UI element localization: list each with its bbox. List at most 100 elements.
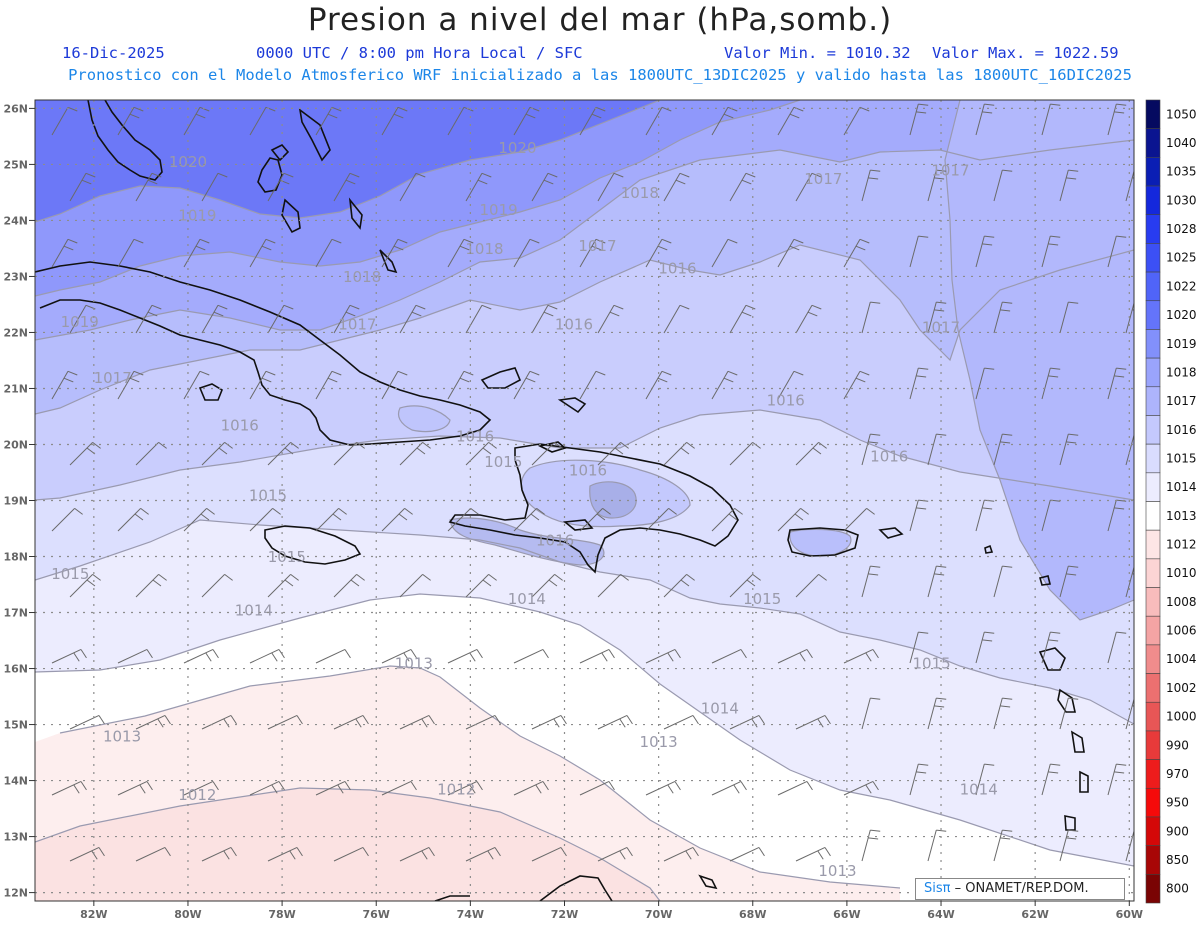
wind-barb-feather bbox=[205, 652, 212, 662]
wind-barb-feather bbox=[740, 649, 747, 659]
wind-barb-feather bbox=[362, 847, 369, 857]
wind-barb bbox=[663, 173, 681, 202]
lat-label: 13N bbox=[3, 831, 28, 844]
wind-barb-feather bbox=[212, 649, 219, 659]
wind-barb bbox=[447, 508, 471, 532]
wind-barb-feather bbox=[692, 715, 699, 725]
wind-barb-feather bbox=[477, 179, 488, 185]
wind-barb-feather bbox=[67, 238, 78, 244]
wind-barb-feather bbox=[811, 304, 822, 310]
wind-barb-feather bbox=[147, 179, 158, 185]
colorbar-label: 800 bbox=[1166, 882, 1189, 896]
wind-barb-feather bbox=[982, 243, 993, 246]
wind-barb bbox=[597, 847, 628, 862]
wind-barb bbox=[513, 107, 531, 136]
wind-barb bbox=[663, 715, 694, 730]
wind-barb-feather bbox=[723, 113, 734, 119]
wind-barb bbox=[399, 442, 423, 466]
isobar-label: 1015 bbox=[51, 565, 89, 583]
st-lucia bbox=[1070, 730, 1085, 753]
wind-barb-feather bbox=[1002, 433, 1013, 436]
wind-barb bbox=[909, 763, 919, 796]
map-title: Presion a nivel del mar (hPa,somb.) bbox=[307, 2, 893, 38]
tortuga-island bbox=[537, 441, 567, 453]
wind-barb-feather bbox=[745, 172, 756, 178]
wind-barb-feather bbox=[481, 172, 492, 178]
wind-barb-feather bbox=[349, 304, 360, 310]
wind-barb-feather bbox=[1068, 829, 1079, 832]
wind-barb-feather bbox=[553, 718, 560, 728]
colorbar-swatch bbox=[1145, 243, 1161, 273]
wind-barb bbox=[381, 107, 399, 136]
lat-label: 12N bbox=[3, 887, 28, 900]
wind-barb-feather bbox=[679, 304, 690, 310]
wind-barb-feather bbox=[934, 573, 945, 576]
wind-barb-feather bbox=[554, 441, 563, 449]
wind-barb-feather bbox=[727, 238, 738, 244]
wind-barb-feather bbox=[476, 649, 483, 659]
wind-barb-feather bbox=[397, 106, 408, 112]
wind-barb bbox=[531, 442, 555, 466]
colorbar-swatch bbox=[1145, 730, 1161, 760]
wind-barb-feather bbox=[85, 172, 96, 178]
isobar-label: 1020 bbox=[498, 139, 536, 157]
wind-barb-feather bbox=[199, 370, 210, 376]
wind-barb-feather bbox=[195, 113, 206, 119]
wind-barb-feather bbox=[870, 433, 881, 436]
wind-barb bbox=[795, 715, 826, 730]
wind-barb-feather bbox=[415, 304, 426, 310]
colorbar-swatch bbox=[1145, 501, 1161, 531]
lat-label: 26N bbox=[3, 102, 28, 115]
wind-barb bbox=[663, 847, 694, 862]
colorbar-label: 1035 bbox=[1166, 165, 1197, 179]
colorbar-swatch bbox=[1145, 874, 1161, 904]
colorbar-label: 1000 bbox=[1166, 710, 1197, 724]
wind-barb bbox=[909, 367, 919, 400]
wind-barb bbox=[201, 715, 232, 730]
isobar-label: 1016 bbox=[767, 391, 805, 409]
wind-barb bbox=[927, 829, 937, 862]
wind-barb-feather bbox=[824, 847, 831, 857]
wind-barb-feather bbox=[421, 850, 428, 860]
wind-barb-feather bbox=[494, 715, 501, 725]
wind-barb-feather bbox=[212, 781, 219, 791]
wind-barb bbox=[1041, 631, 1051, 664]
wind-barb bbox=[465, 305, 483, 334]
wind-barb-feather bbox=[560, 847, 567, 857]
wind-barb-feather bbox=[356, 573, 365, 581]
colorbar-label: 900 bbox=[1166, 824, 1189, 838]
colorbar-swatch bbox=[1145, 615, 1161, 646]
wind-barb bbox=[465, 715, 496, 730]
wind-barb-feather bbox=[793, 238, 804, 244]
wind-barb-feather bbox=[870, 565, 881, 568]
wind-barb-feather bbox=[261, 377, 272, 383]
lat-label: 15N bbox=[3, 719, 28, 732]
wind-barb-feather bbox=[344, 781, 351, 791]
wind-barb bbox=[1041, 499, 1051, 532]
wind-barb-feather bbox=[133, 370, 144, 376]
lat-label: 23N bbox=[3, 270, 28, 283]
wind-barb-feather bbox=[727, 106, 738, 112]
wind-barb-feather bbox=[1114, 111, 1125, 114]
isobar-label: 1017 bbox=[804, 170, 842, 188]
wind-barb-feather bbox=[164, 847, 171, 857]
isobar-label: 1015 bbox=[913, 655, 951, 673]
wind-barb-feather bbox=[674, 649, 681, 659]
wind-barb-feather bbox=[817, 850, 824, 860]
wind-barb-feather bbox=[596, 513, 606, 521]
wind-barb bbox=[1041, 235, 1051, 268]
wind-barb bbox=[861, 697, 871, 730]
wind-barb bbox=[645, 371, 663, 400]
wind-barb-feather bbox=[799, 652, 806, 662]
wind-barb-feather bbox=[916, 507, 927, 510]
wind-barb bbox=[711, 508, 735, 532]
wind-barb-feather bbox=[129, 377, 140, 383]
wind-barb bbox=[663, 574, 687, 598]
wind-barb-feather bbox=[1000, 441, 1011, 444]
colorbar-label: 1019 bbox=[1166, 337, 1197, 351]
wind-barb bbox=[861, 169, 871, 202]
wind-barb bbox=[843, 107, 861, 136]
max-value: Valor Max. = 1022.59 bbox=[932, 44, 1119, 62]
wind-barb bbox=[795, 847, 826, 862]
wind-barb-feather bbox=[794, 513, 804, 521]
